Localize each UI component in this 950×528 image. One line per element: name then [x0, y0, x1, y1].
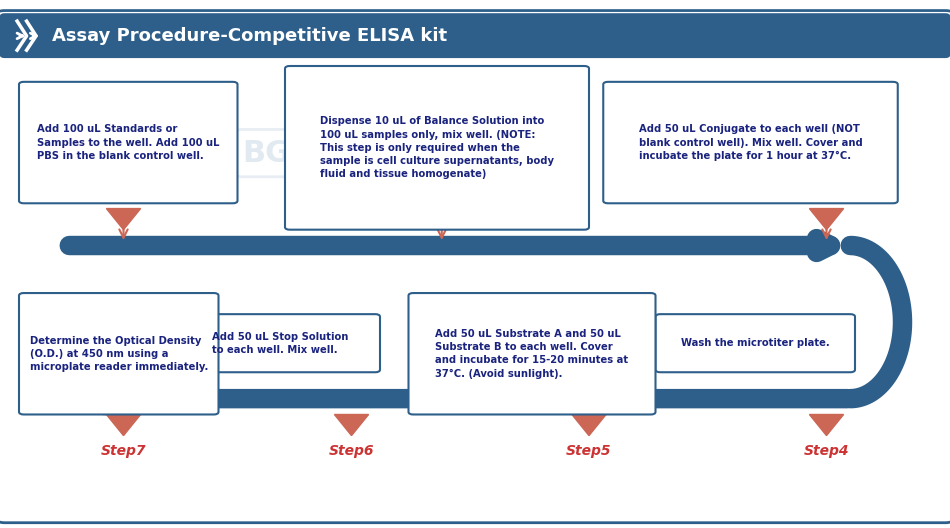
FancyBboxPatch shape	[0, 13, 950, 58]
FancyBboxPatch shape	[285, 66, 589, 230]
FancyBboxPatch shape	[180, 314, 380, 372]
Text: Step6: Step6	[329, 444, 374, 458]
FancyBboxPatch shape	[408, 293, 656, 414]
Polygon shape	[572, 414, 606, 436]
Text: Step1: Step1	[101, 186, 146, 201]
Text: Step3: Step3	[804, 186, 849, 201]
Text: Assay Procedure-Competitive ELISA kit: Assay Procedure-Competitive ELISA kit	[52, 27, 447, 45]
FancyBboxPatch shape	[656, 314, 855, 372]
Text: Step5: Step5	[566, 444, 612, 458]
Polygon shape	[425, 209, 459, 230]
Text: BG: BG	[242, 139, 290, 167]
Polygon shape	[106, 414, 141, 436]
Text: Dispense 10 uL of Balance Solution into
100 uL samples only, mix well. (NOTE:
Th: Dispense 10 uL of Balance Solution into …	[320, 117, 554, 179]
Text: BG: BG	[470, 329, 518, 357]
Text: BG: BG	[660, 139, 708, 167]
Text: BG: BG	[119, 329, 166, 357]
FancyBboxPatch shape	[0, 11, 950, 523]
FancyBboxPatch shape	[603, 82, 898, 203]
Text: Step4: Step4	[804, 444, 849, 458]
Text: Step7: Step7	[101, 444, 146, 458]
Text: Determine the Optical Density
(O.D.) at 450 nm using a
microplate reader immedia: Determine the Optical Density (O.D.) at …	[29, 336, 208, 372]
FancyBboxPatch shape	[19, 293, 219, 414]
Text: BG: BG	[755, 329, 803, 357]
Text: Add 50 uL Conjugate to each well (NOT
blank control well). Mix well. Cover and
i: Add 50 uL Conjugate to each well (NOT bl…	[638, 124, 863, 161]
Text: Wash the microtiter plate.: Wash the microtiter plate.	[681, 338, 829, 348]
Text: Add 50 uL Stop Solution
to each well. Mix well.: Add 50 uL Stop Solution to each well. Mi…	[212, 332, 349, 355]
Polygon shape	[809, 209, 844, 230]
Text: Step2: Step2	[419, 186, 465, 201]
Polygon shape	[106, 209, 141, 230]
Text: Add 50 uL Substrate A and 50 uL
Substrate B to each well. Cover
and incubate for: Add 50 uL Substrate A and 50 uL Substrat…	[435, 329, 629, 379]
Polygon shape	[809, 414, 844, 436]
FancyBboxPatch shape	[19, 82, 238, 203]
Text: Add 100 uL Standards or
Samples to the well. Add 100 uL
PBS in the blank control: Add 100 uL Standards or Samples to the w…	[37, 125, 219, 161]
Polygon shape	[334, 414, 369, 436]
